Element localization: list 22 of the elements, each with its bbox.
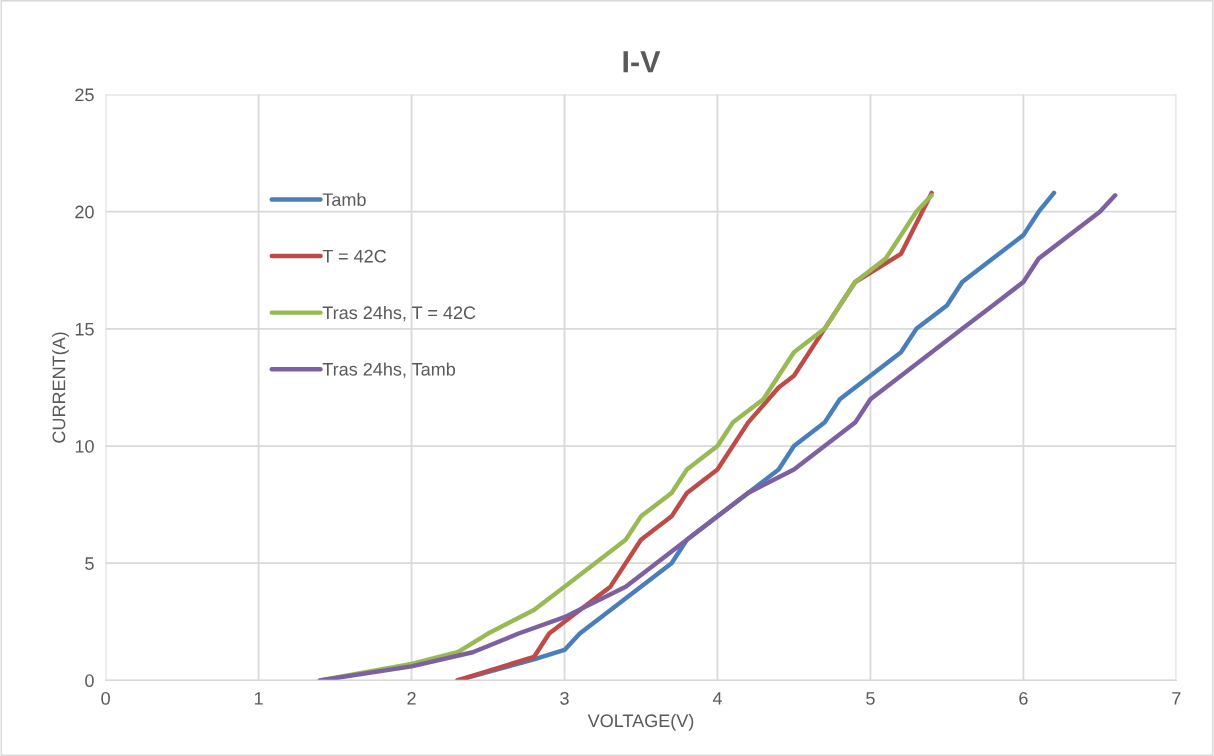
y-tick-label: 20 xyxy=(75,205,94,219)
x-tick-label: 0 xyxy=(101,691,110,705)
x-tick-label: 1 xyxy=(254,692,263,705)
legend-label: Tras 24hs, T = 42C xyxy=(322,305,476,322)
y-axis-title: CURRENT(A) xyxy=(52,332,69,443)
x-tick-label: 7 xyxy=(1172,692,1181,705)
x-axis-title: VOLTAGE(V) xyxy=(587,713,694,731)
y-tick-label: 25 xyxy=(75,88,94,102)
x-tick-label: 5 xyxy=(866,692,875,705)
x-tick-label: 6 xyxy=(1019,691,1028,705)
y-tick-label: 10 xyxy=(75,439,94,453)
y-tick-label: 15 xyxy=(75,322,94,336)
legend-label: T = 42C xyxy=(322,249,387,263)
x-tick-label: 2 xyxy=(407,691,416,705)
legend-label: Tamb xyxy=(322,192,366,207)
line-series xyxy=(317,193,1118,681)
legend-label: Tras 24hs, Tamb xyxy=(322,362,456,378)
y-tick-label: 5 xyxy=(85,557,94,570)
x-tick-label: 4 xyxy=(712,692,722,705)
chart-title: I-V xyxy=(623,51,661,73)
y-tick-label: 0 xyxy=(85,674,94,688)
x-tick-label: 3 xyxy=(560,691,569,705)
